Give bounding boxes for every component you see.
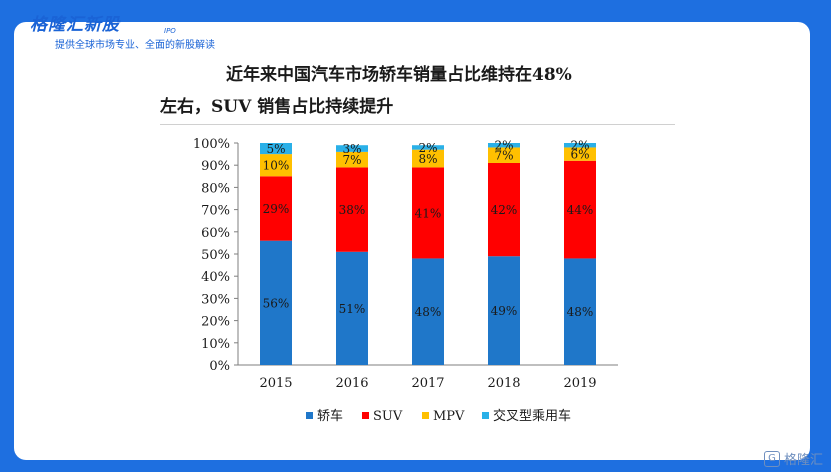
data-label: 56%	[263, 296, 290, 310]
data-label: 48%	[567, 305, 594, 319]
bar-segment	[260, 240, 292, 365]
data-label: 5%	[266, 142, 285, 156]
legend-swatch	[362, 412, 369, 419]
x-tick-label: 2016	[335, 376, 368, 391]
y-tick-label: 80%	[201, 181, 230, 196]
bar-segment	[488, 147, 520, 163]
bar-segment	[336, 251, 368, 365]
bar-segment	[336, 151, 368, 168]
bar-segment	[564, 147, 596, 161]
legend-label: MPV	[433, 409, 465, 424]
x-tick-label: 2019	[563, 376, 596, 391]
brand-tagline: 提供全球市场专业、全面的新股解读	[55, 40, 215, 51]
bar-segment	[412, 258, 444, 365]
y-tick-label: 0%	[209, 359, 230, 374]
x-tick-label: 2017	[411, 376, 444, 391]
data-label: 41%	[415, 206, 442, 220]
data-label: 49%	[491, 304, 518, 318]
bar-segment	[564, 160, 596, 259]
y-tick-label: 10%	[201, 337, 230, 352]
bar-segment	[260, 154, 292, 177]
data-label: 2%	[570, 139, 589, 153]
watermark: G 格隆汇	[763, 449, 823, 468]
data-label: 2%	[418, 141, 437, 155]
legend-swatch	[422, 412, 429, 419]
x-tick-label: 2018	[487, 376, 520, 391]
legend-label: 轿车	[317, 408, 343, 424]
y-tick-label: 100%	[193, 137, 230, 152]
bar-segment	[412, 145, 444, 150]
bar-segment	[564, 143, 596, 148]
y-tick-label: 20%	[201, 315, 230, 330]
y-tick-label: 60%	[201, 226, 230, 241]
bar-segment	[488, 143, 520, 148]
y-tick-label: 90%	[201, 159, 230, 174]
legend-swatch	[482, 412, 489, 419]
data-label: 10%	[263, 159, 290, 173]
data-label: 44%	[567, 203, 594, 217]
chart-title-line-2: 左右，SUV 销售占比持续提升	[160, 97, 394, 117]
bar-segment	[488, 256, 520, 365]
watermark-text: 格隆汇	[783, 453, 823, 468]
y-tick-label: 30%	[201, 292, 230, 307]
data-label: 2%	[494, 139, 513, 153]
bar-segment	[260, 176, 292, 241]
legend-label: 交叉型乘用车	[493, 408, 571, 424]
bar-segment	[336, 167, 368, 252]
data-label: 51%	[339, 302, 366, 316]
y-tick-label: 70%	[201, 204, 230, 219]
data-label: 38%	[339, 203, 366, 217]
brand-logo: 格隆汇新股	[30, 15, 120, 35]
bar-segment	[336, 145, 368, 152]
data-label: 6%	[570, 148, 589, 162]
watermark-badge: G	[763, 450, 780, 467]
y-tick-label: 50%	[201, 248, 230, 263]
data-label: 3%	[342, 142, 361, 156]
bar-segment	[488, 162, 520, 257]
data-label: 29%	[263, 202, 290, 216]
chart-title-line-1: 近年来中国汽车市场轿车销量占比维持在48%	[226, 65, 572, 85]
data-label: 7%	[494, 149, 513, 163]
y-tick-label: 40%	[201, 270, 230, 285]
bar-segment	[564, 258, 596, 365]
data-label: 48%	[415, 305, 442, 319]
bar-segment	[412, 149, 444, 168]
legend-swatch	[306, 412, 313, 419]
title-divider	[160, 124, 675, 125]
data-label: 8%	[418, 152, 437, 166]
bar-segment	[260, 143, 292, 155]
bar-segment	[412, 167, 444, 259]
data-label: 42%	[491, 203, 518, 217]
data-label: 7%	[342, 153, 361, 167]
brand-tag: IPO	[164, 27, 176, 35]
x-tick-label: 2015	[259, 376, 292, 391]
legend-label: SUV	[373, 409, 403, 424]
